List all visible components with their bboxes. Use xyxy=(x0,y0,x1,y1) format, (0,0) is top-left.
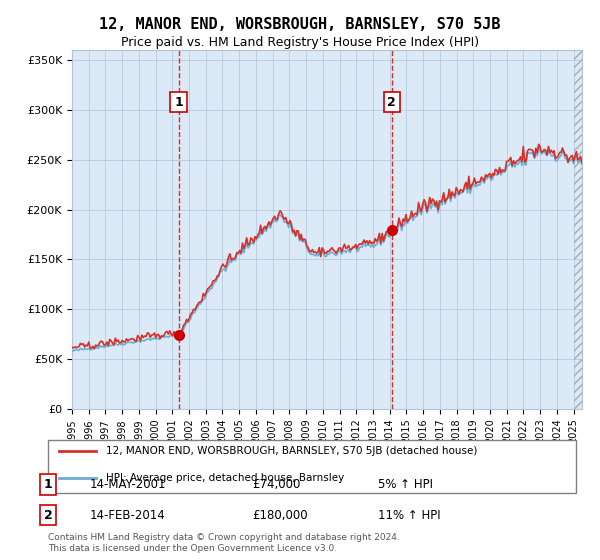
Text: 11% ↑ HPI: 11% ↑ HPI xyxy=(378,508,440,522)
Text: 2: 2 xyxy=(44,508,52,522)
Text: 1: 1 xyxy=(174,96,183,109)
Bar xyxy=(574,50,582,409)
Text: 14-FEB-2014: 14-FEB-2014 xyxy=(90,508,166,522)
Text: 2: 2 xyxy=(388,96,396,109)
Text: 5% ↑ HPI: 5% ↑ HPI xyxy=(378,478,433,491)
Text: 14-MAY-2001: 14-MAY-2001 xyxy=(90,478,167,491)
Text: £180,000: £180,000 xyxy=(252,508,308,522)
FancyBboxPatch shape xyxy=(48,440,576,493)
Bar xyxy=(179,50,392,409)
Text: £74,000: £74,000 xyxy=(252,478,301,491)
Text: 12, MANOR END, WORSBROUGH, BARNSLEY, S70 5JB: 12, MANOR END, WORSBROUGH, BARNSLEY, S70… xyxy=(99,17,501,32)
Text: HPI: Average price, detached house, Barnsley: HPI: Average price, detached house, Barn… xyxy=(106,473,344,483)
Text: 1: 1 xyxy=(44,478,52,491)
Text: 12, MANOR END, WORSBROUGH, BARNSLEY, S70 5JB (detached house): 12, MANOR END, WORSBROUGH, BARNSLEY, S70… xyxy=(106,446,478,456)
Text: Contains HM Land Registry data © Crown copyright and database right 2024.
This d: Contains HM Land Registry data © Crown c… xyxy=(48,533,400,553)
Text: Price paid vs. HM Land Registry's House Price Index (HPI): Price paid vs. HM Land Registry's House … xyxy=(121,36,479,49)
